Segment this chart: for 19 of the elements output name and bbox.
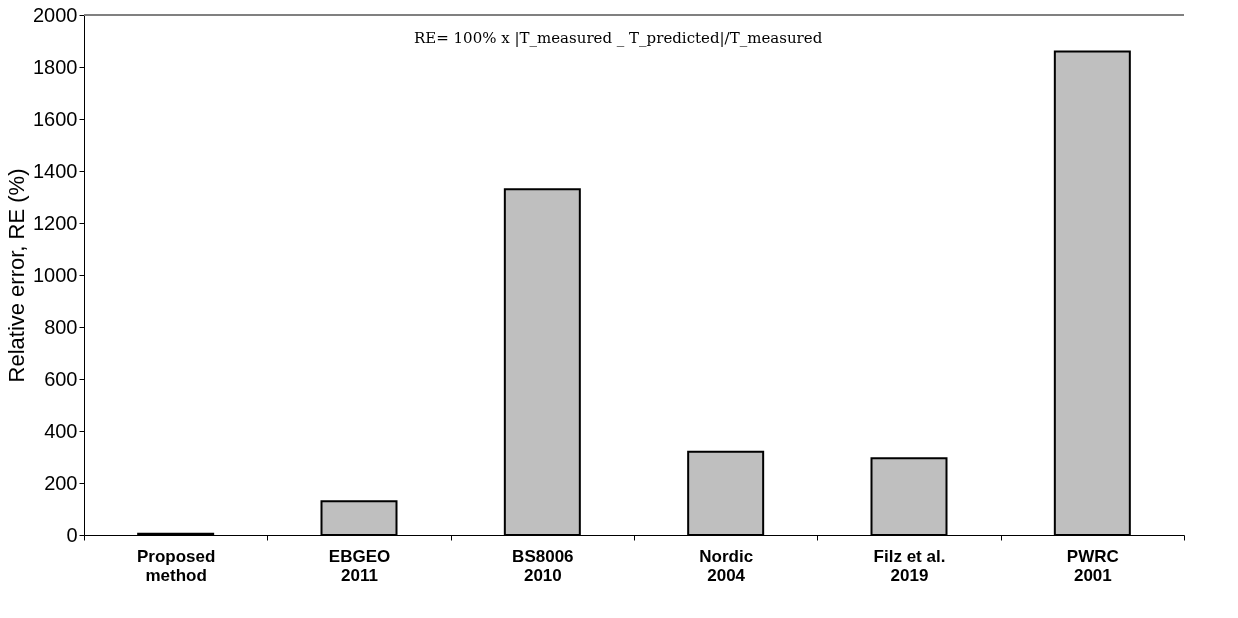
- y-tick-label: 200: [44, 471, 78, 494]
- y-tick-label: 600: [44, 367, 78, 390]
- y-tick-label: 0: [66, 523, 78, 546]
- x-tick-label: EBGEO 2011: [328, 546, 391, 585]
- y-tick-label: 800: [44, 315, 78, 338]
- y-tick-label: 2000: [33, 3, 78, 26]
- y-tick-label: 1400: [33, 159, 78, 182]
- y-tick-label: 1200: [33, 211, 78, 234]
- y-tick-label: 400: [44, 419, 78, 442]
- x-tick-label: BS8006 2010: [512, 546, 574, 585]
- x-tick-label: Filz et al. 2019: [873, 546, 946, 585]
- y-axis-title: Relative error, RE (%): [4, 168, 30, 383]
- annotation: RE= 100% x |T_measured _ T_predicted|/T_measured: [414, 29, 823, 48]
- x-tick-label: PWRC 2001: [1066, 546, 1119, 585]
- x-tick-label: Proposed method: [136, 546, 216, 585]
- x-tick-label: Nordic 2004: [699, 546, 754, 585]
- y-tick-label: 1600: [33, 107, 78, 130]
- y-tick-label: 1800: [33, 55, 78, 78]
- y-tick-label: 1000: [33, 263, 78, 286]
